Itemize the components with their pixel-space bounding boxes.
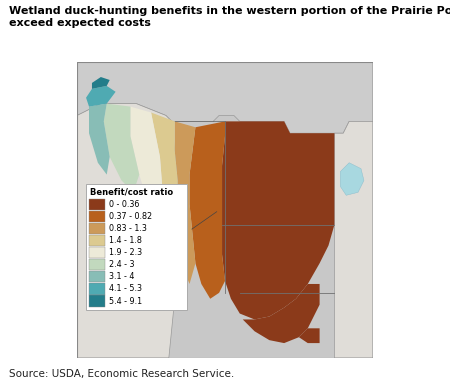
Bar (89, 211, 105, 222)
Polygon shape (130, 107, 163, 216)
Text: 3.1 - 4: 3.1 - 4 (109, 272, 134, 281)
Polygon shape (189, 121, 225, 299)
Polygon shape (243, 284, 320, 343)
Bar (89, 283, 105, 294)
Bar (89, 235, 105, 246)
FancyBboxPatch shape (86, 184, 187, 310)
Polygon shape (77, 62, 373, 133)
Polygon shape (151, 112, 184, 281)
Bar (89, 223, 105, 234)
Text: 0.83 - 1.3: 0.83 - 1.3 (109, 224, 147, 233)
Polygon shape (340, 163, 364, 195)
Text: exceed expected costs: exceed expected costs (9, 18, 151, 28)
Text: 5.4 - 9.1: 5.4 - 9.1 (109, 297, 142, 306)
Polygon shape (175, 121, 195, 284)
Bar (89, 247, 105, 258)
Bar (89, 296, 105, 307)
Polygon shape (299, 328, 320, 343)
Bar (89, 271, 105, 282)
Polygon shape (89, 103, 110, 175)
Text: 2.4 - 3: 2.4 - 3 (109, 260, 134, 269)
Polygon shape (92, 77, 110, 89)
Bar (89, 198, 105, 210)
Polygon shape (104, 103, 139, 192)
Polygon shape (77, 103, 178, 358)
Polygon shape (86, 86, 116, 107)
Text: 1.9 - 2.3: 1.9 - 2.3 (109, 248, 142, 257)
Text: 4.1 - 5.3: 4.1 - 5.3 (109, 284, 142, 293)
Text: Source: USDA, Economic Research Service.: Source: USDA, Economic Research Service. (9, 369, 234, 379)
Text: Wetland duck-hunting benefits in the western portion of the Prairie Pothole Regi: Wetland duck-hunting benefits in the wes… (9, 6, 450, 16)
Bar (89, 259, 105, 270)
Text: Benefit/cost ratio: Benefit/cost ratio (90, 188, 174, 197)
Text: 0.37 - 0.82: 0.37 - 0.82 (109, 212, 152, 221)
Polygon shape (222, 121, 334, 319)
Text: 1.4 - 1.8: 1.4 - 1.8 (109, 236, 142, 245)
Polygon shape (334, 121, 373, 358)
Text: 0 - 0.36: 0 - 0.36 (109, 200, 139, 209)
